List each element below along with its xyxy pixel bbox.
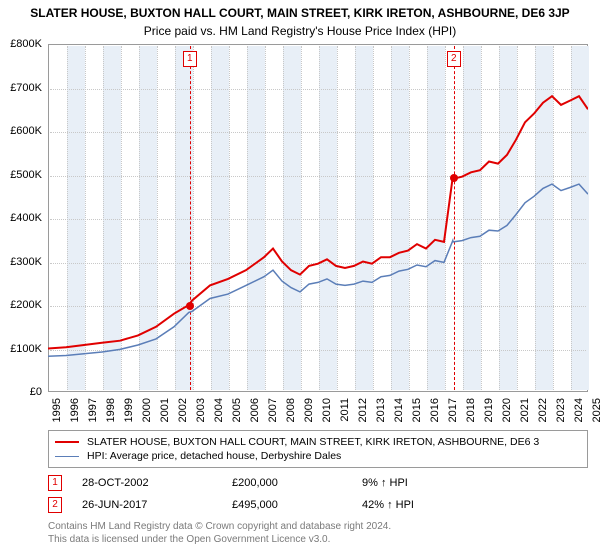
x-axis-label: 1996: [69, 398, 81, 422]
x-axis-label: 2007: [267, 398, 279, 422]
x-axis-label: 2005: [231, 398, 243, 422]
x-axis-label: 2017: [447, 398, 459, 422]
y-axis-label: £800K: [10, 38, 42, 50]
chart-area: 12 £0£100K£200K£300K£400K£500K£600K£700K…: [48, 44, 588, 392]
x-axis-label: 1998: [105, 398, 117, 422]
x-axis-label: 2021: [519, 398, 531, 422]
y-axis-label: £200K: [10, 299, 42, 311]
x-axis-label: 2013: [375, 398, 387, 422]
series-hpi: [48, 184, 588, 356]
transaction-marker: 2: [48, 497, 62, 513]
x-axis-label: 2015: [411, 398, 423, 422]
transaction-row: 1 28-OCT-2002£200,0009% HPI: [48, 472, 588, 494]
x-axis-label: 1995: [51, 398, 63, 422]
transaction-pct: 9% HPI: [362, 477, 482, 489]
x-axis-label: 2019: [483, 398, 495, 422]
y-axis-label: £400K: [10, 212, 42, 224]
transaction-price: £495,000: [232, 499, 362, 511]
x-axis-label: 2018: [465, 398, 477, 422]
legend-box: SLATER HOUSE, BUXTON HALL COURT, MAIN ST…: [48, 430, 588, 468]
x-axis-label: 2016: [429, 398, 441, 422]
x-axis-label: 2020: [501, 398, 513, 422]
transaction-suffix: HPI: [386, 477, 407, 489]
x-axis-label: 2002: [177, 398, 189, 422]
y-axis-label: £300K: [10, 256, 42, 268]
series-price_paid: [48, 96, 588, 348]
y-axis-label: £500K: [10, 169, 42, 181]
x-axis-label: 2022: [537, 398, 549, 422]
transaction-date: 28-OCT-2002: [82, 477, 232, 489]
footer-line2: This data is licensed under the Open Gov…: [48, 533, 588, 546]
x-axis-label: 2009: [303, 398, 315, 422]
y-axis-label: £600K: [10, 125, 42, 137]
transaction-marker: 1: [48, 475, 62, 491]
transaction-date: 26-JUN-2017: [82, 499, 232, 511]
transaction-pct: 42% HPI: [362, 499, 482, 511]
x-axis-label: 2025: [591, 398, 600, 422]
transaction-table: 1 28-OCT-2002£200,0009% HPI 2 26-JUN-2017£4…: [48, 472, 588, 516]
chart-subtitle: Price paid vs. HM Land Registry's House …: [0, 22, 600, 38]
x-axis-label: 2001: [159, 398, 171, 422]
transaction-row: 2 26-JUN-2017£495,00042% HPI: [48, 494, 588, 516]
line-series-svg: [48, 44, 588, 392]
x-axis-label: 2023: [555, 398, 567, 422]
y-axis-label: £100K: [10, 343, 42, 355]
y-axis-label: £700K: [10, 82, 42, 94]
footer-attribution: Contains HM Land Registry data © Crown c…: [48, 520, 588, 546]
x-axis-label: 2003: [195, 398, 207, 422]
legend-swatch: [55, 456, 79, 457]
legend-row: HPI: Average price, detached house, Derb…: [55, 449, 581, 463]
x-axis-label: 2024: [573, 398, 585, 422]
x-axis-label: 2010: [321, 398, 333, 422]
transaction-price: £200,000: [232, 477, 362, 489]
legend-label: SLATER HOUSE, BUXTON HALL COURT, MAIN ST…: [87, 436, 539, 448]
y-axis-label: £0: [30, 386, 42, 398]
transaction-suffix: HPI: [393, 499, 414, 511]
footer-line1: Contains HM Land Registry data © Crown c…: [48, 520, 588, 533]
x-axis-label: 1997: [87, 398, 99, 422]
x-axis-label: 2004: [213, 398, 225, 422]
x-axis-label: 2008: [285, 398, 297, 422]
x-axis-label: 2012: [357, 398, 369, 422]
legend-row: SLATER HOUSE, BUXTON HALL COURT, MAIN ST…: [55, 435, 581, 449]
legend-swatch: [55, 441, 79, 443]
chart-title: SLATER HOUSE, BUXTON HALL COURT, MAIN ST…: [0, 0, 600, 22]
x-axis-label: 2011: [339, 398, 351, 422]
legend-label: HPI: Average price, detached house, Derb…: [87, 450, 341, 462]
x-axis-label: 2006: [249, 398, 261, 422]
x-axis-label: 1999: [123, 398, 135, 422]
x-axis-label: 2000: [141, 398, 153, 422]
x-axis-label: 2014: [393, 398, 405, 422]
